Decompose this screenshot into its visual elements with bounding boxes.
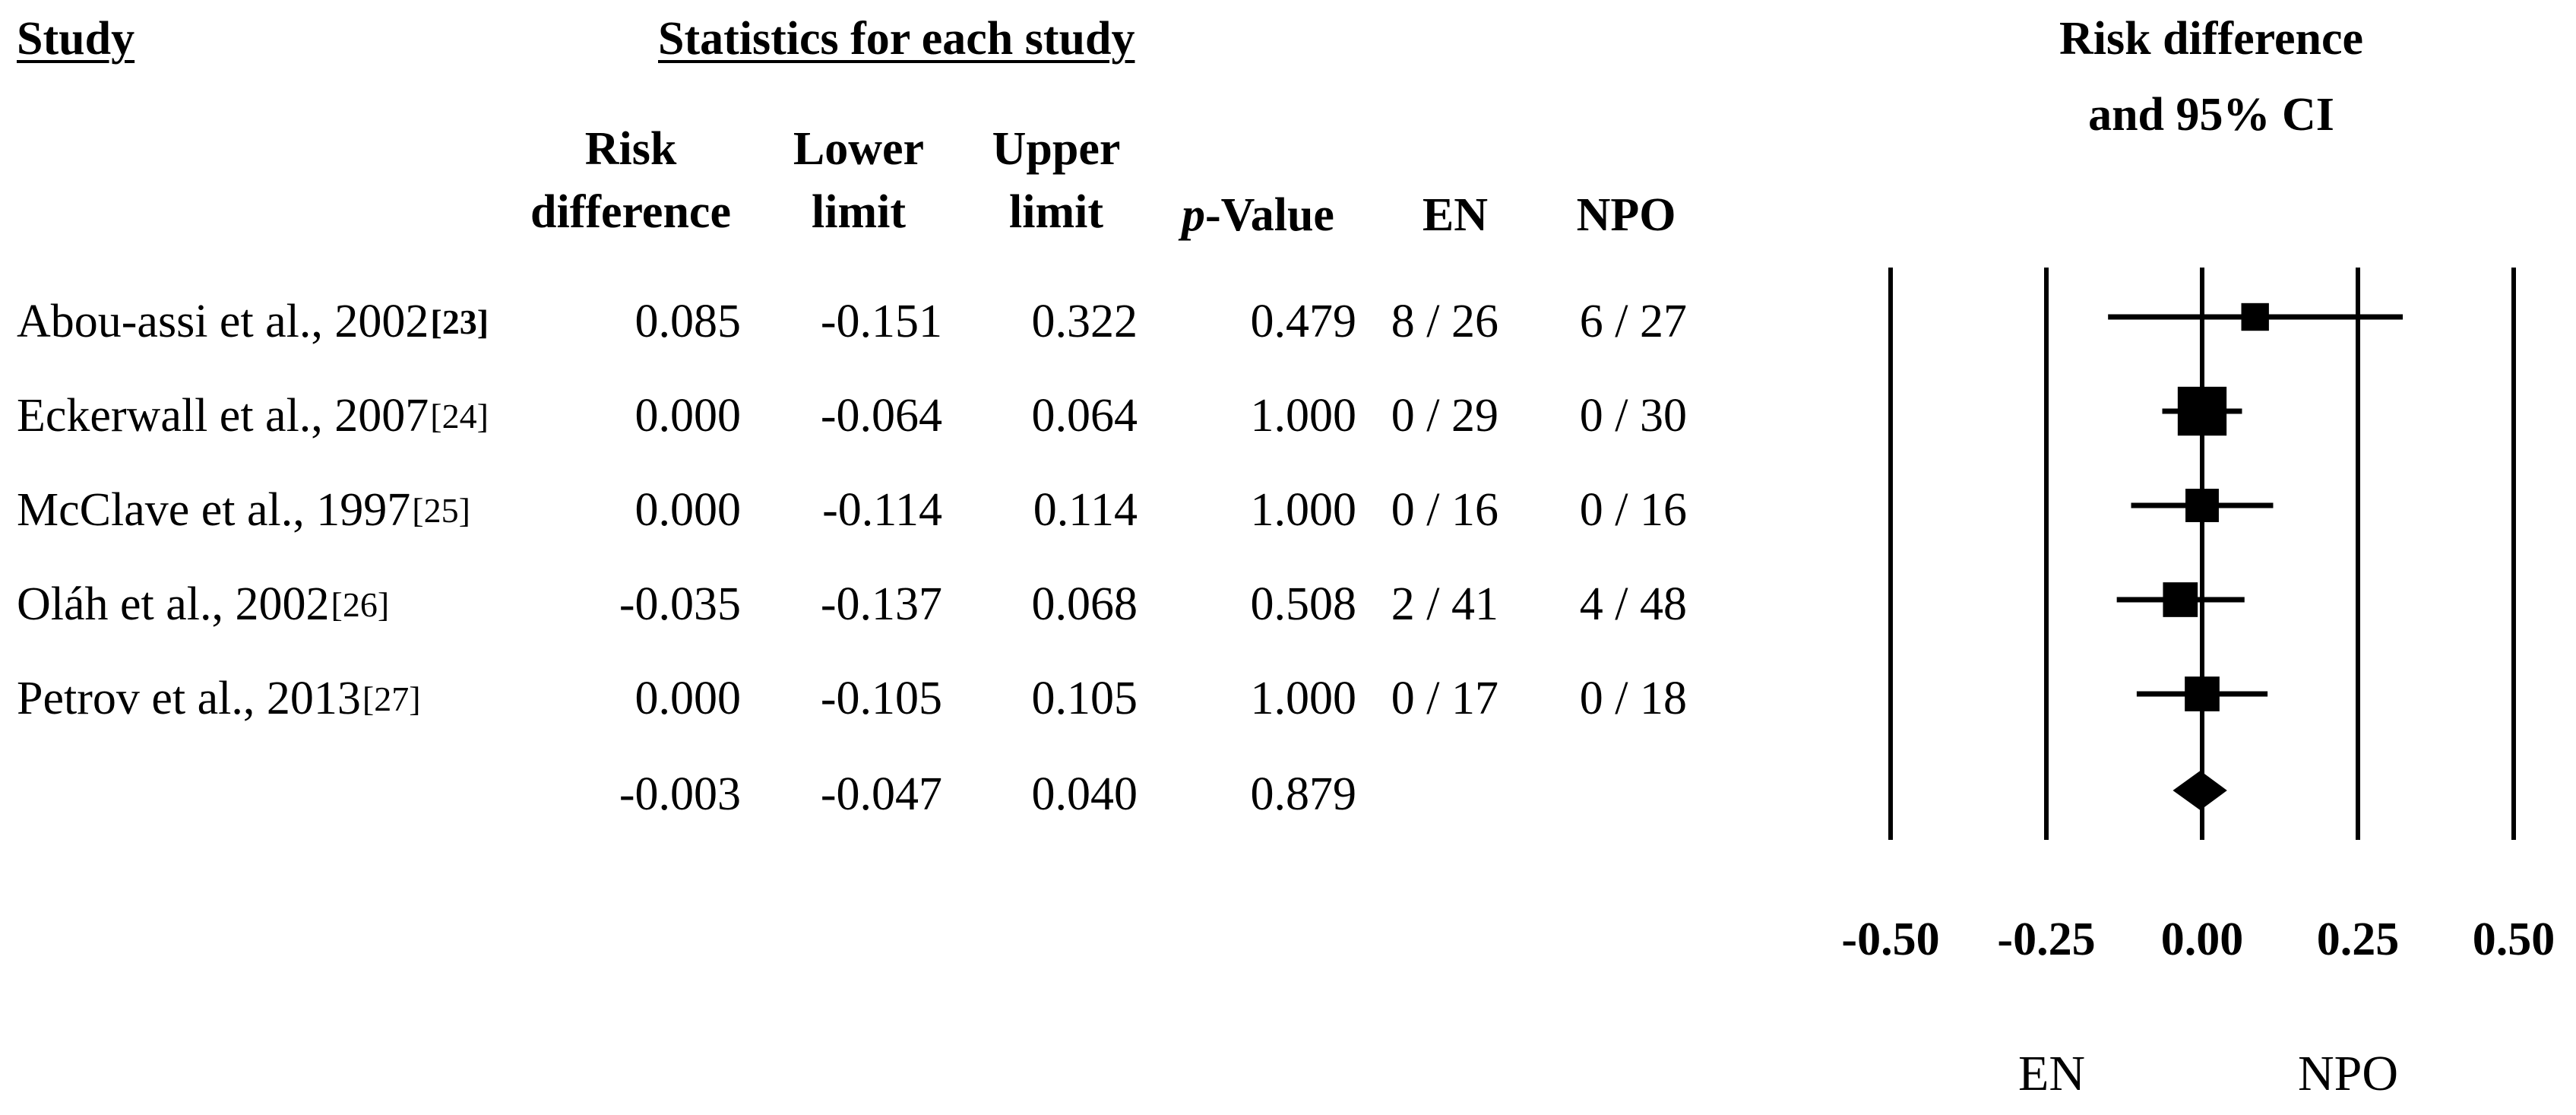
- en-events: 8 / 26: [1391, 296, 1498, 347]
- risk-difference-value: 0.000: [635, 484, 742, 536]
- upper-limit-value: 0.114: [1033, 484, 1138, 536]
- p-value: 1.000: [1250, 390, 1357, 442]
- p-value: 0.508: [1250, 578, 1357, 630]
- study-name: Eckerwall et al., 2007[24]: [17, 392, 489, 439]
- npo-header: NPO: [1576, 189, 1676, 241]
- npo-events: 0 / 30: [1579, 390, 1687, 442]
- lower-limit-value: -0.151: [820, 296, 942, 347]
- en-events: 2 / 41: [1391, 578, 1498, 630]
- study-name: Petrov et al., 2013[27]: [17, 675, 421, 722]
- lower-limit-header-line2: limit: [812, 186, 906, 238]
- effect-square: [2163, 582, 2198, 617]
- study-column-header: Study: [17, 13, 135, 65]
- upper-limit-header-line2: limit: [1009, 186, 1103, 238]
- p-value: 0.479: [1250, 296, 1357, 347]
- study-label: McClave et al., 1997: [17, 484, 411, 536]
- lower-limit-value: -0.114: [822, 484, 942, 536]
- effect-square: [2185, 676, 2220, 711]
- study-name: Abou-assi et al., 2002[23]: [17, 298, 489, 345]
- upper-limit-value: 0.068: [1031, 578, 1138, 630]
- risk-difference-header-line1: Risk: [584, 123, 677, 175]
- x-tick-label: 0.50: [2472, 914, 2555, 965]
- summary-upper-limit: 0.040: [1031, 768, 1138, 820]
- en-events: 0 / 16: [1391, 484, 1498, 536]
- x-tick-label: -0.25: [1997, 914, 2096, 965]
- risk-difference-value: 0.000: [635, 390, 742, 442]
- favours-npo-label: NPO: [2297, 1046, 2399, 1101]
- p-value: 1.000: [1250, 484, 1357, 536]
- x-tick-label: 0.00: [2160, 914, 2244, 965]
- lower-limit-header-line1: Lower: [793, 123, 925, 175]
- en-events: 0 / 17: [1391, 673, 1498, 724]
- study-label: Abou-assi et al., 2002: [17, 296, 429, 347]
- summary-lower-limit: -0.047: [820, 768, 942, 820]
- x-tick-label: 0.25: [2316, 914, 2400, 965]
- upper-limit-header-line1: Upper: [992, 123, 1121, 175]
- summary-risk-difference: -0.003: [619, 768, 741, 820]
- study-reference: [23]: [430, 303, 489, 341]
- study-reference: [27]: [362, 679, 421, 718]
- study-name: McClave et al., 1997[25]: [17, 486, 470, 534]
- x-tick-label: -0.50: [1841, 914, 1940, 965]
- study-reference: [24]: [430, 397, 489, 436]
- study-name: Oláh et al., 2002[26]: [17, 581, 389, 628]
- npo-events: 6 / 27: [1579, 296, 1687, 347]
- upper-limit-value: 0.105: [1031, 673, 1138, 724]
- en-header: EN: [1422, 189, 1489, 241]
- study-label: Petrov et al., 2013: [17, 673, 361, 724]
- study-reference: [25]: [412, 491, 470, 530]
- en-events: 0 / 29: [1391, 390, 1498, 442]
- lower-limit-value: -0.105: [820, 673, 942, 724]
- p-value-header-rest: -Value: [1205, 189, 1334, 241]
- risk-difference-header-line2: difference: [530, 186, 731, 238]
- statistics-header: Statistics for each study: [658, 13, 1135, 65]
- risk-difference-value: 0.085: [635, 296, 742, 347]
- study-reference: [26]: [331, 585, 390, 624]
- p-value-header: p-Value: [1182, 192, 1334, 239]
- p-value-header-italic: p: [1182, 189, 1205, 241]
- lower-limit-value: -0.137: [820, 578, 942, 630]
- npo-events: 0 / 16: [1579, 484, 1687, 536]
- study-label: Oláh et al., 2002: [17, 578, 330, 630]
- plot-title-line2: and 95% CI: [2088, 89, 2334, 141]
- lower-limit-value: -0.064: [820, 390, 942, 442]
- effect-square: [2185, 489, 2219, 522]
- risk-difference-value: -0.035: [619, 578, 741, 630]
- summary-diamond: [2173, 771, 2227, 810]
- summary-p-value: 0.879: [1250, 768, 1357, 820]
- effect-square: [2177, 386, 2227, 436]
- study-label: Eckerwall et al., 2007: [17, 390, 429, 442]
- p-value: 1.000: [1250, 673, 1357, 724]
- risk-difference-value: 0.000: [635, 673, 742, 724]
- npo-events: 0 / 18: [1579, 673, 1687, 724]
- plot-title-line1: Risk difference: [2059, 13, 2364, 65]
- favours-en-label: EN: [2018, 1046, 2085, 1101]
- npo-events: 4 / 48: [1579, 578, 1687, 630]
- upper-limit-value: 0.322: [1031, 296, 1138, 347]
- effect-square: [2241, 303, 2269, 331]
- upper-limit-value: 0.064: [1031, 390, 1138, 442]
